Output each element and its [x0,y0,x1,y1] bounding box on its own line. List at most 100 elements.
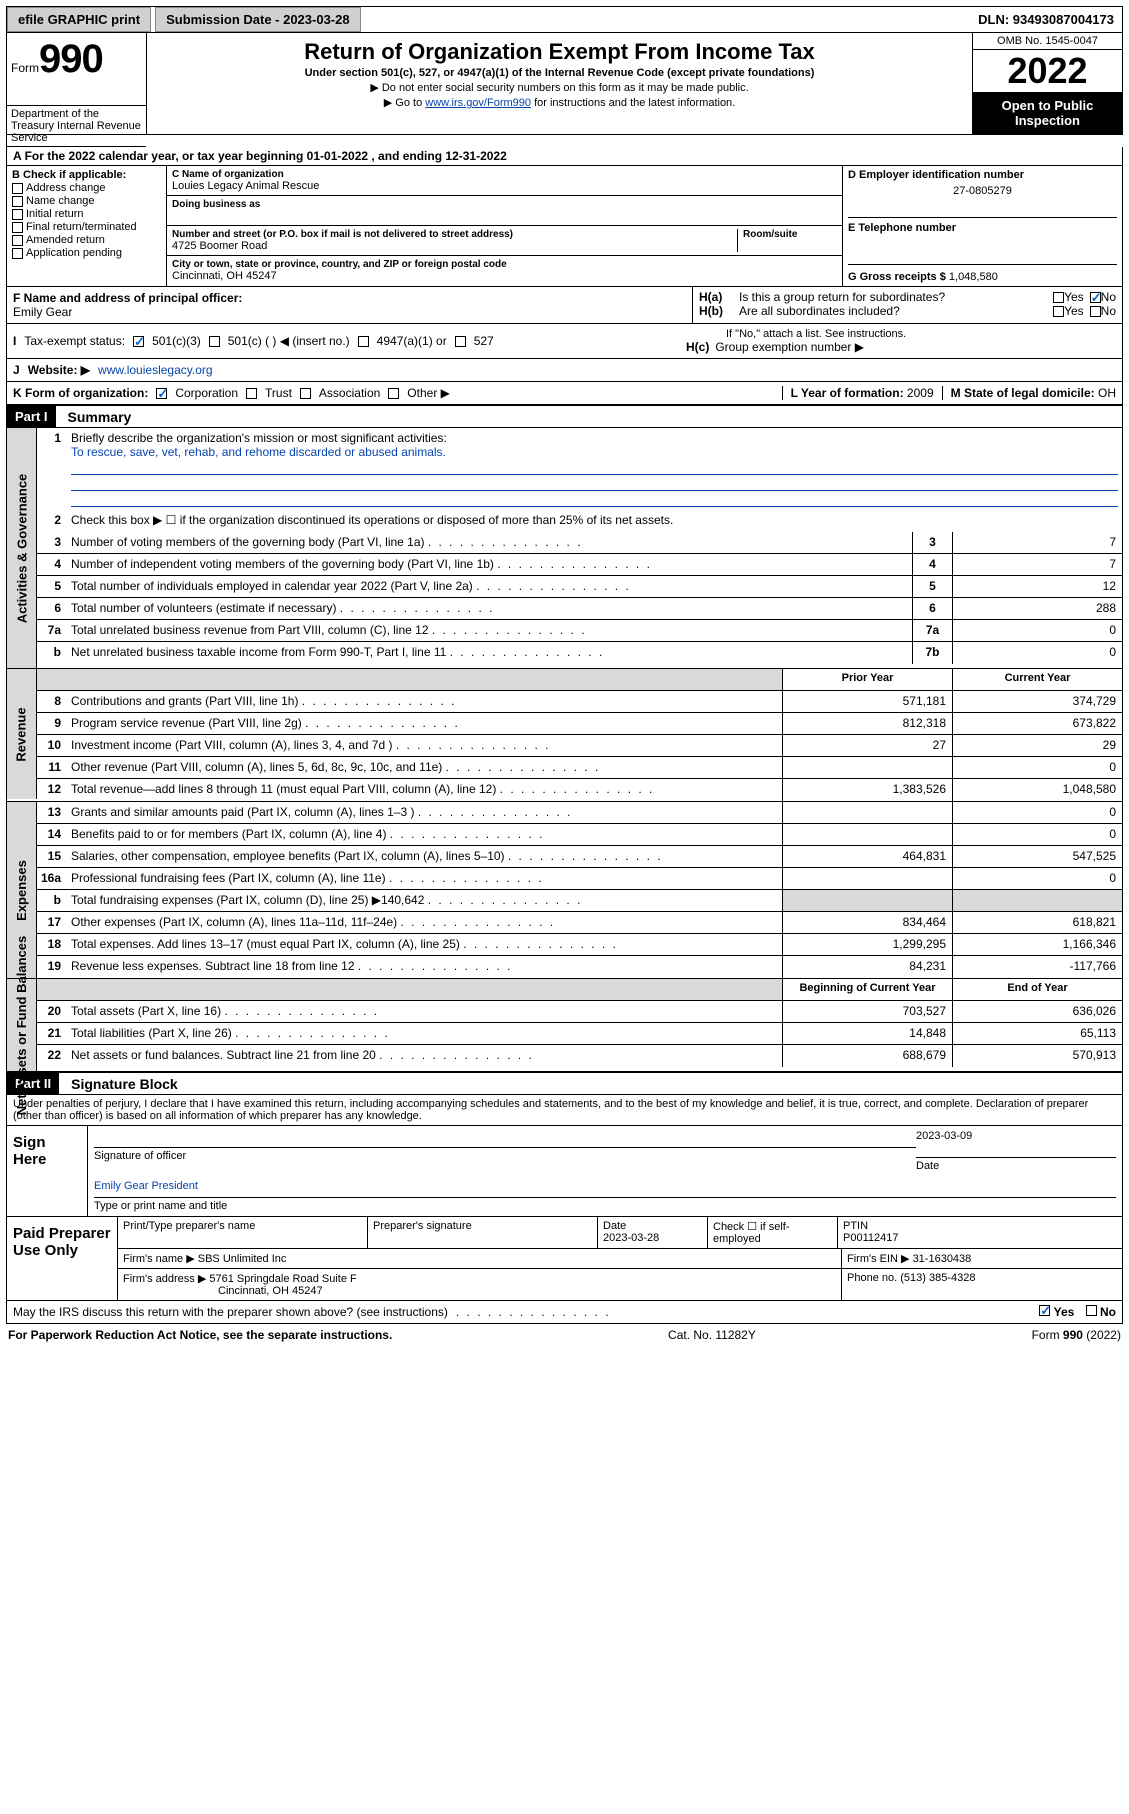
opt-501c3: 501(c)(3) [152,334,201,348]
cb-assoc[interactable] [300,388,311,399]
cb-hb-yes[interactable] [1053,306,1064,317]
line1-label: Briefly describe the organization's miss… [71,431,447,445]
line-a-calendar: A For the 2022 calendar year, or tax yea… [6,147,1123,166]
date-label: Date [916,1160,939,1172]
top-bar: efile GRAPHIC print Submission Date - 20… [6,6,1123,33]
city-value: Cincinnati, OH 45247 [172,270,837,282]
cb-501c3[interactable] [133,336,144,347]
b-label: B Check if applicable: [12,169,161,181]
cb-irs-yes[interactable] [1039,1305,1050,1316]
l-value: 2009 [907,386,934,400]
ha-label: H(a) [699,290,739,304]
j-label: Website: ▶ [28,363,90,377]
cb-pending[interactable] [12,248,23,259]
cb-amended[interactable] [12,235,23,246]
phone-value: (513) 385-4328 [900,1272,975,1284]
irs-link[interactable]: www.irs.gov/Form990 [425,97,531,109]
opt-corp: Corporation [175,386,238,400]
form-number: 990 [39,37,103,81]
sign-here-label: Sign Here [7,1126,87,1216]
cal-year-text: For the 2022 calendar year, or tax year … [25,149,507,163]
street-value: 4725 Boomer Road [172,240,737,252]
dba-label: Doing business as [172,199,837,210]
efile-button[interactable]: efile GRAPHIC print [7,7,151,32]
firm-name: SBS Unlimited Inc [198,1253,287,1265]
note2-pre: ▶ Go to [384,97,425,109]
footer-left: For Paperwork Reduction Act Notice, see … [8,1328,392,1342]
cb-527[interactable] [455,336,466,347]
prep-sig-label: Preparer's signature [368,1217,598,1249]
cb-other[interactable] [388,388,399,399]
section-c: C Name of organization Louies Legacy Ani… [167,166,842,286]
ha-yes: Yes [1064,290,1084,304]
g-label: G Gross receipts $ [848,271,946,283]
cb-irs-no[interactable] [1086,1305,1097,1316]
g-value: 1,048,580 [949,271,998,283]
section-d-e-g: D Employer identification number 27-0805… [842,166,1122,286]
c-label: C Name of organization [172,169,837,180]
cb-501c[interactable] [209,336,220,347]
mission-text[interactable]: To rescue, save, vet, rehab, and rehome … [71,445,446,459]
cb-address-change[interactable] [12,183,23,194]
col-end: End of Year [952,979,1122,1000]
part1-header: Part I Summary [6,405,1123,428]
room-label: Room/suite [743,229,837,240]
side-netassets: Net Assets or Fund Balances [14,935,29,1114]
l-label: L Year of formation: [791,386,904,400]
cb-4947[interactable] [358,336,369,347]
cb-hb-no[interactable] [1090,306,1101,317]
city-label: City or town, state or province, country… [172,259,837,270]
col-prior: Prior Year [782,669,952,690]
cb-ha-yes[interactable] [1053,292,1064,303]
hb-yes: Yes [1064,304,1084,318]
opt-trust: Trust [265,386,292,400]
cb-corp[interactable] [156,388,167,399]
opt-initial: Initial return [26,208,83,220]
e-label: E Telephone number [848,222,1117,234]
ein-value: 27-0805279 [848,181,1117,197]
form-note2: ▶ Go to www.irs.gov/Form990 for instruct… [157,96,962,109]
cb-trust[interactable] [246,388,257,399]
opt-name: Name change [26,195,95,207]
footer-mid: Cat. No. 11282Y [668,1328,756,1342]
omb-number: OMB No. 1545-0047 [973,33,1122,50]
cb-initial[interactable] [12,209,23,220]
hb-no: No [1101,304,1116,318]
ptin-value: P00112417 [843,1232,898,1244]
website-link[interactable]: www.louieslegacy.org [98,363,213,377]
footer-right: Form 990 (2022) [1032,1328,1121,1342]
d-label: D Employer identification number [848,169,1117,181]
part2-header: Part II Signature Block [6,1072,1123,1095]
officer-sub: Type or print name and title [94,1200,227,1212]
hb-label: H(b) [699,304,739,318]
section-h: H(a) Is this a group return for subordin… [692,287,1122,323]
ha-no: No [1101,290,1116,304]
f-name: Emily Gear [13,305,72,319]
opt-final: Final return/terminated [26,221,137,233]
col-begin: Beginning of Current Year [782,979,952,1000]
prep-name-label: Print/Type preparer's name [118,1217,368,1249]
firm-name-label: Firm's name ▶ [123,1253,195,1265]
cb-ha-no[interactable] [1090,292,1101,303]
street-label: Number and street (or P.O. box if mail i… [172,229,737,240]
open-public: Open to Public Inspection [973,92,1122,134]
prep-date: 2023-03-28 [603,1232,659,1244]
line2-text: Check this box ▶ ☐ if the organization d… [67,510,1122,532]
may-irs-text: May the IRS discuss this return with the… [13,1305,448,1319]
hc-text: Group exemption number ▶ [715,340,864,354]
cb-final[interactable] [12,222,23,233]
prep-date-label: Date [603,1220,626,1232]
cb-name-change[interactable] [12,196,23,207]
phone-label: Phone no. [847,1272,897,1284]
opt-amended: Amended return [26,234,105,246]
submission-date-button[interactable]: Submission Date - 2023-03-28 [155,7,361,32]
note2-post: for instructions and the latest informat… [531,97,735,109]
side-expenses: Expenses [14,860,29,921]
side-governance: Activities & Governance [14,473,29,623]
opt-4947: 4947(a)(1) or [377,334,447,348]
part2-title: Signature Block [59,1076,178,1092]
sig-officer-label: Signature of officer [94,1150,186,1162]
section-b: B Check if applicable: Address change Na… [7,166,167,286]
opt-501c: 501(c) ( ) ◀ (insert no.) [228,334,350,348]
f-label: F Name and address of principal officer: [13,291,242,305]
